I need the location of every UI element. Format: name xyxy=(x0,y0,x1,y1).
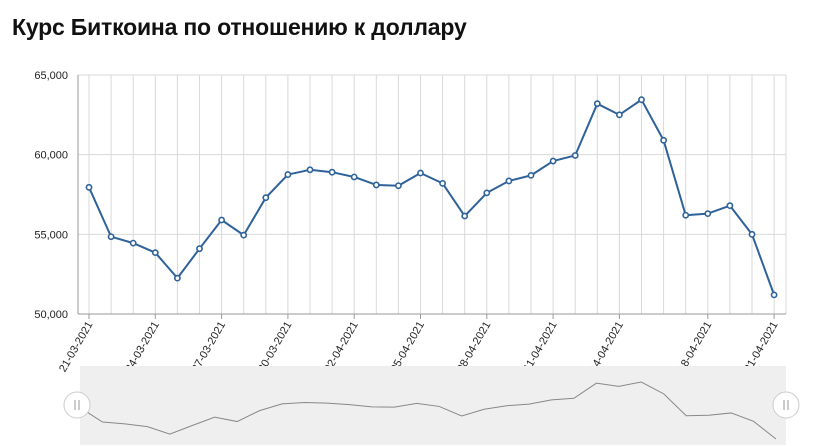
data-point xyxy=(461,212,469,220)
data-point xyxy=(616,111,623,119)
data-point xyxy=(306,166,314,174)
data-point xyxy=(417,169,424,177)
data-point xyxy=(571,152,579,159)
data-point xyxy=(682,211,690,219)
price-line xyxy=(88,98,776,296)
navigator-left-handle[interactable] xyxy=(63,391,91,419)
data-point xyxy=(704,210,712,218)
price-series xyxy=(85,96,778,299)
handle-knob xyxy=(772,391,800,419)
navigator[interactable] xyxy=(63,366,800,445)
y-tick-label: 55,000 xyxy=(34,229,68,241)
data-point xyxy=(770,291,778,299)
handle-knob xyxy=(63,391,91,419)
data-point xyxy=(638,96,645,104)
data-point xyxy=(240,231,248,239)
data-point xyxy=(218,216,225,224)
y-axis-ticks: 50,000 55,000 60,000 65,000 xyxy=(34,70,68,321)
x-tick-label: 11-04-2021 xyxy=(522,320,560,374)
navigator-line xyxy=(79,381,777,440)
data-point xyxy=(284,171,292,178)
data-point xyxy=(372,181,380,189)
data-point xyxy=(85,183,93,191)
data-point xyxy=(394,182,402,190)
data-point xyxy=(107,233,115,241)
y-tick-label: 50,000 xyxy=(34,309,68,321)
data-point xyxy=(593,100,601,108)
data-point xyxy=(549,157,557,165)
data-point xyxy=(262,194,270,202)
data-point xyxy=(726,202,734,210)
data-point xyxy=(350,173,358,181)
data-point xyxy=(505,177,513,185)
axes xyxy=(77,75,786,319)
data-point xyxy=(129,239,137,247)
data-point xyxy=(527,171,535,179)
data-point xyxy=(660,136,667,144)
data-point xyxy=(151,249,159,257)
y-tick-label: 65,000 xyxy=(34,70,68,82)
data-point xyxy=(439,179,446,187)
page-title: Курс Биткоина по отношению к доллару xyxy=(12,14,467,40)
y-tick-label: 60,000 xyxy=(34,150,68,162)
data-point xyxy=(328,168,336,176)
data-point xyxy=(483,189,491,197)
data-point xyxy=(173,274,181,282)
navigator-right-handle[interactable] xyxy=(772,391,800,419)
data-point xyxy=(196,245,203,253)
data-point xyxy=(748,230,756,238)
